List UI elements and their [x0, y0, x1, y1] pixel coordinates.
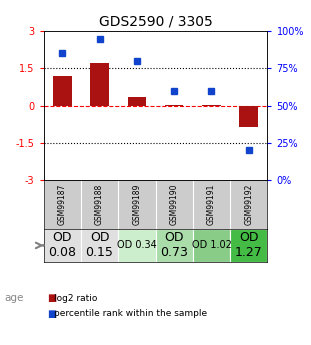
- Bar: [81, 229, 118, 262]
- Bar: [44, 229, 81, 262]
- Bar: [90, 63, 109, 106]
- Text: ■: ■: [47, 294, 56, 303]
- Text: GSM99190: GSM99190: [170, 184, 179, 225]
- Text: OD
1.27: OD 1.27: [235, 231, 263, 259]
- Text: OD
0.73: OD 0.73: [160, 231, 188, 259]
- Bar: [53, 76, 72, 106]
- Text: OD 1.02: OD 1.02: [192, 240, 231, 250]
- Bar: [193, 229, 230, 262]
- Text: GSM99192: GSM99192: [244, 184, 253, 225]
- Bar: [202, 105, 221, 106]
- Text: OD 0.34: OD 0.34: [117, 240, 157, 250]
- Text: ■: ■: [47, 309, 56, 319]
- Bar: [239, 106, 258, 127]
- Bar: [230, 229, 267, 262]
- Text: log2 ratio: log2 ratio: [54, 294, 98, 303]
- Bar: [128, 97, 146, 106]
- Bar: [118, 229, 156, 262]
- Text: GSM99188: GSM99188: [95, 184, 104, 225]
- Title: GDS2590 / 3305: GDS2590 / 3305: [99, 14, 212, 29]
- Text: OD
0.08: OD 0.08: [48, 231, 76, 259]
- Bar: [156, 229, 193, 262]
- Text: OD
0.15: OD 0.15: [86, 231, 114, 259]
- Text: GSM99187: GSM99187: [58, 184, 67, 225]
- Bar: [165, 105, 183, 106]
- Text: percentile rank within the sample: percentile rank within the sample: [54, 309, 207, 318]
- Text: GSM99189: GSM99189: [132, 184, 141, 225]
- Text: GSM99191: GSM99191: [207, 184, 216, 225]
- Text: age: age: [5, 294, 24, 303]
